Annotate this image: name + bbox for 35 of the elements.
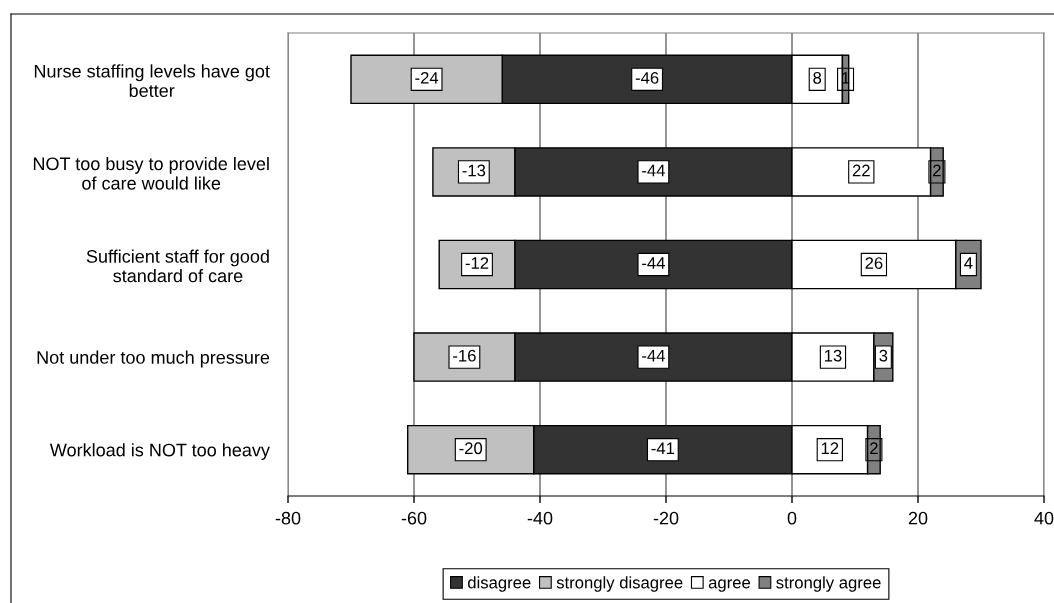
data-label: -12 [465, 257, 489, 269]
legend-label: agree [708, 579, 751, 592]
data-label: -16 [453, 349, 476, 362]
data-label: -44 [642, 164, 665, 177]
y-tick-label: Workload is NOT too heavy [49, 443, 270, 460]
data-label: 12 [821, 442, 839, 455]
data-label: 13 [824, 349, 842, 362]
data-label: 22 [852, 164, 870, 177]
x-tick-label: -60 [401, 511, 427, 525]
data-label: -20 [459, 442, 483, 455]
y-tick-label: Nurse staffing levels have got better [34, 64, 270, 98]
legend-label: strongly disagree [556, 576, 683, 592]
data-label: -46 [635, 71, 659, 84]
y-tick-label: NOT too busy to provide level of care would like [33, 156, 269, 190]
x-tick-label: 40 [1034, 511, 1054, 525]
data-label: -44 [642, 349, 665, 362]
data-label: -44 [642, 257, 665, 269]
x-tick-label: 0 [787, 511, 797, 525]
data-label: -24 [415, 71, 439, 84]
x-tick-label: 20 [908, 511, 928, 525]
legend-label: disagree [468, 576, 531, 592]
x-tick-label: -80 [275, 511, 301, 525]
data-label: 4 [964, 257, 973, 269]
data-label: 2 [870, 442, 878, 455]
y-tick-label: Not under too much pressure [37, 350, 270, 368]
data-label: 8 [813, 71, 822, 84]
data-label: 26 [865, 257, 883, 269]
data-label: 3 [879, 349, 888, 362]
y-tick-label: Sufficient staff for good standard of care [86, 249, 269, 283]
x-tick-label: -40 [527, 511, 553, 525]
data-label: 2 [933, 164, 941, 177]
data-label: -13 [462, 164, 486, 177]
x-tick-label: -20 [653, 511, 679, 525]
data-label: -41 [651, 442, 675, 455]
legend-label: strongly agree [776, 576, 881, 592]
